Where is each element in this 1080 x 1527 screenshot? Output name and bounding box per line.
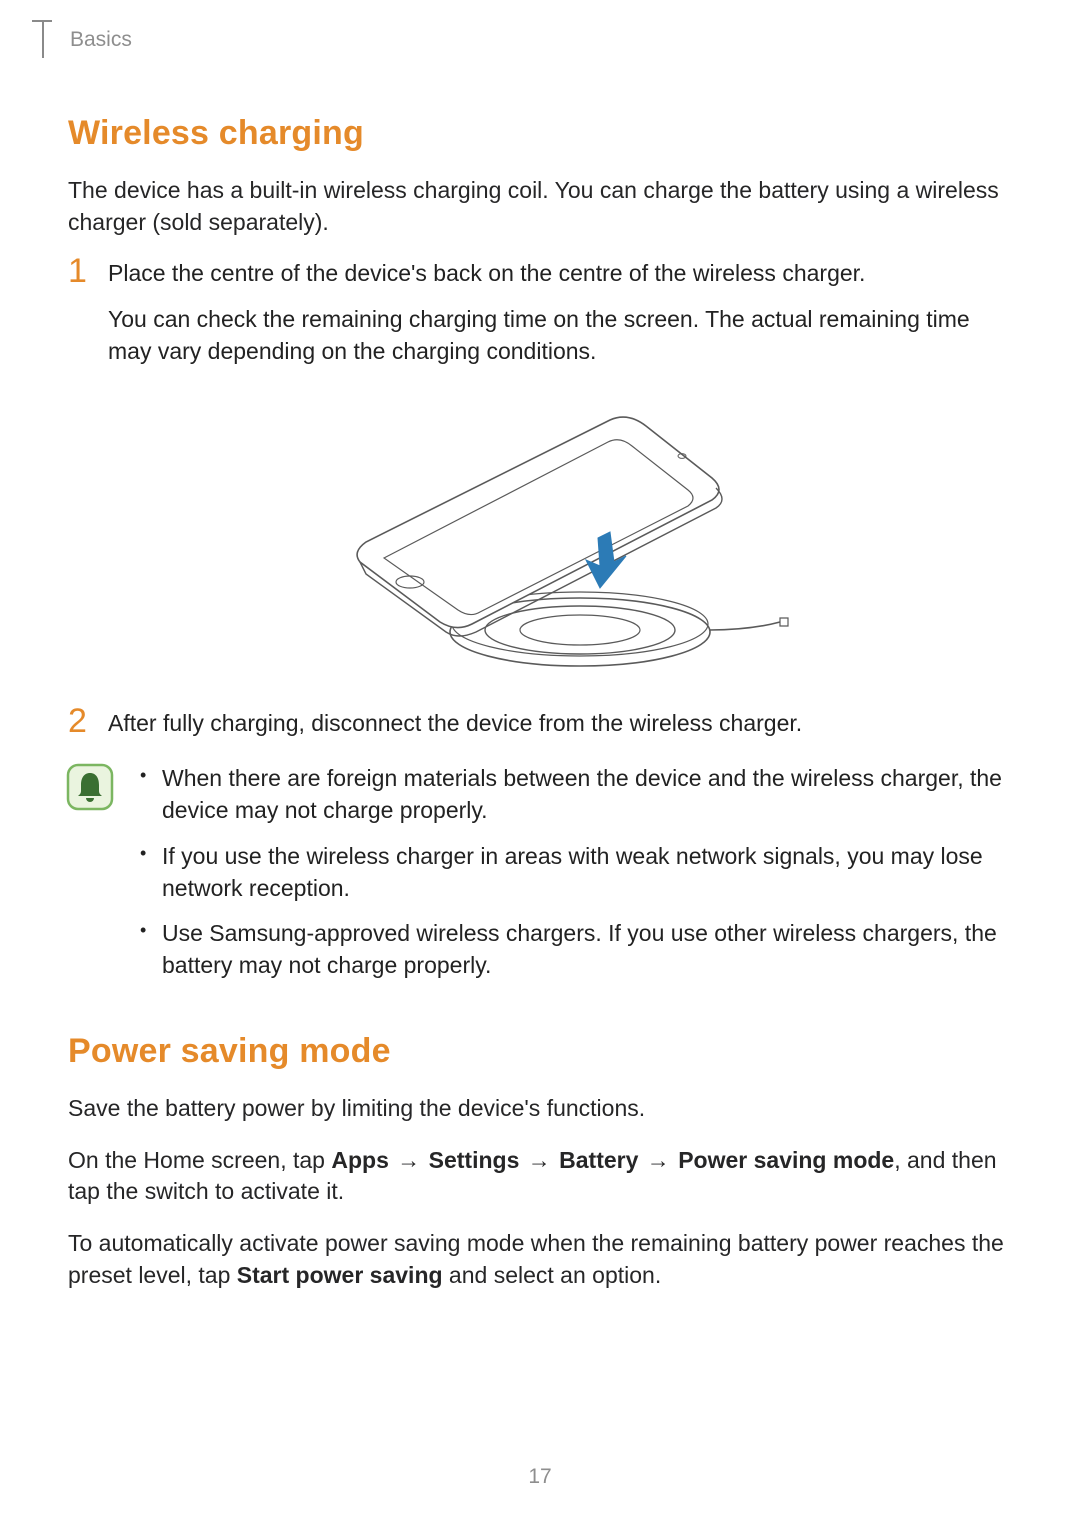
section2-p2: On the Home screen, tap Apps → Settings …: [68, 1145, 1012, 1208]
section-title-wireless: Wireless charging: [68, 114, 1012, 153]
step-1-body: Place the centre of the device's back on…: [108, 258, 1012, 381]
note-item-1: When there are foreign materials between…: [132, 763, 1012, 826]
note-block: When there are foreign materials between…: [68, 763, 1012, 995]
section2-p3: To automatically activate power saving m…: [68, 1228, 1012, 1291]
step-1-sub: You can check the remaining charging tim…: [108, 304, 1012, 367]
nav-apps: Apps: [331, 1147, 389, 1173]
page-number: 17: [0, 1465, 1080, 1489]
page-root: Basics Wireless charging The device has …: [0, 0, 1080, 1527]
breadcrumb: Basics: [42, 22, 132, 58]
arrow-icon: →: [389, 1147, 429, 1173]
step-2-number: 2: [68, 704, 108, 738]
illustration-wrap: [68, 402, 1012, 682]
breadcrumb-label: Basics: [70, 28, 132, 52]
p2-pre: On the Home screen, tap: [68, 1147, 331, 1173]
section2-p1: Save the battery power by limiting the d…: [68, 1093, 1012, 1125]
step-1-text: Place the centre of the device's back on…: [108, 258, 1012, 290]
step-1-number: 1: [68, 254, 108, 288]
step-2: 2 After fully charging, disconnect the d…: [68, 708, 1012, 754]
section1-intro: The device has a built-in wireless charg…: [68, 175, 1012, 238]
content-area: Wireless charging The device has a built…: [68, 114, 1012, 1291]
section-title-power-saving: Power saving mode: [68, 1032, 1012, 1071]
nav-power-saving: Power saving mode: [678, 1147, 894, 1173]
step-2-body: After fully charging, disconnect the dev…: [108, 708, 1012, 754]
p3-post: and select an option.: [443, 1262, 662, 1288]
arrow-icon: →: [519, 1147, 559, 1173]
nav-settings: Settings: [429, 1147, 520, 1173]
arrow-icon: →: [638, 1147, 678, 1173]
wireless-charging-illustration: [280, 402, 800, 682]
note-item-3: Use Samsung-approved wireless chargers. …: [132, 918, 1012, 981]
note-item-2: If you use the wireless charger in areas…: [132, 841, 1012, 904]
nav-battery: Battery: [559, 1147, 638, 1173]
step-1: 1 Place the centre of the device's back …: [68, 258, 1012, 381]
note-bell-icon: [66, 763, 114, 811]
step-2-text: After fully charging, disconnect the dev…: [108, 708, 1012, 740]
p3-bold: Start power saving: [237, 1262, 443, 1288]
note-list: When there are foreign materials between…: [132, 763, 1012, 995]
